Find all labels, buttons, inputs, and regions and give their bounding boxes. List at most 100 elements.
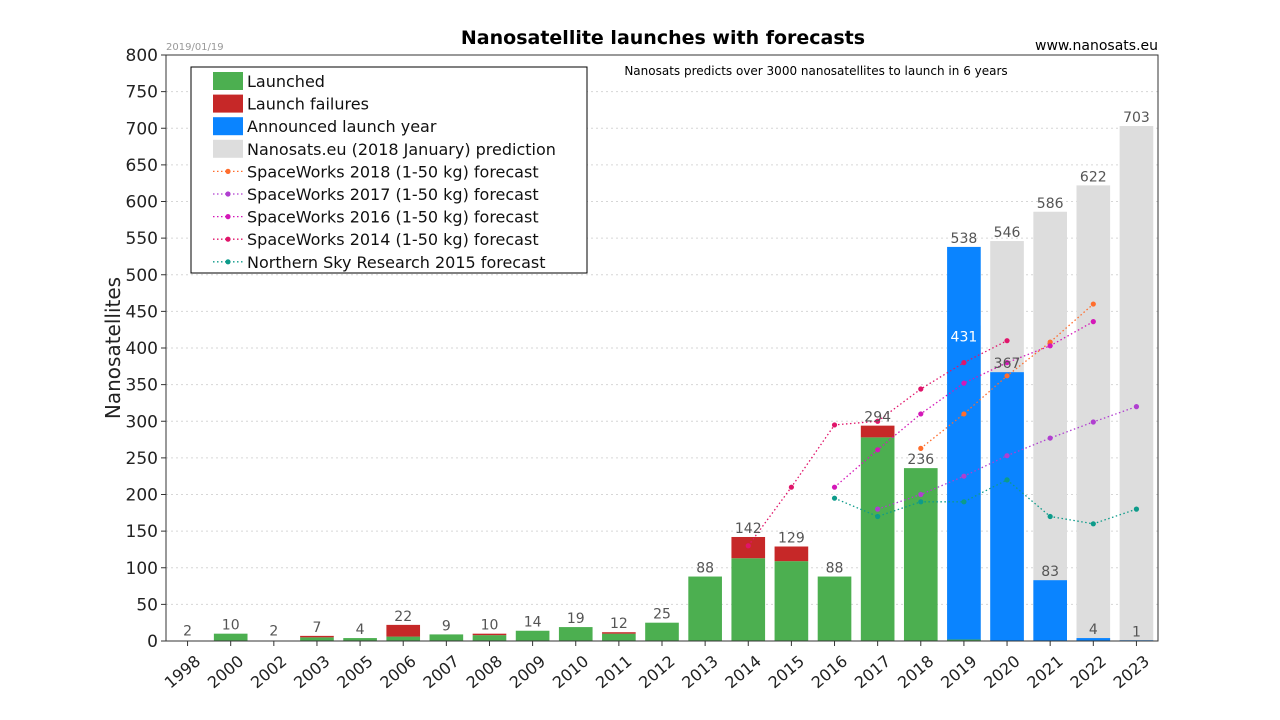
x-tick-label-2017: 2017 [851, 652, 894, 693]
data-label-2023-26: 703 [1123, 110, 1150, 126]
point-spaceworks-2016-1-50-kg-forecast-2022 [1090, 319, 1096, 325]
legend-swatch-marker-spaceworks-2018-1-50-kg-forecast [225, 168, 231, 174]
legend-label-northern-sky-research-2015-forecast: Northern Sky Research 2015 forecast [247, 253, 546, 272]
y-tick-label-50: 50 [136, 595, 158, 615]
data-label-2014-13: 142 [735, 521, 762, 537]
legend-label-spaceworks-2017-1-50-kg-forecast: SpaceWorks 2017 (1-50 kg) forecast [247, 185, 539, 204]
data-label-2019-19: 431 [951, 329, 978, 345]
chart-title: Nanosatellite launches with forecasts [461, 27, 865, 49]
line-northern-sky-research-2015-forecast [834, 479, 1137, 525]
legend-label-nanosats-eu-2018-january-prediction: Nanosats.eu (2018 January) prediction [247, 140, 556, 159]
data-label-2016-15: 88 [826, 561, 844, 577]
x-tick-label-2006: 2006 [376, 652, 419, 693]
data-label-2009-8: 14 [524, 615, 542, 631]
y-tick-label-700: 700 [126, 119, 158, 139]
point-spaceworks-2018-1-50-kg-forecast-2020 [1004, 373, 1010, 379]
point-northern-sky-research-2015-forecast-2019 [961, 499, 967, 505]
data-label-2005-4: 4 [356, 622, 365, 638]
y-tick-label-500: 500 [126, 266, 158, 286]
chart-source: www.nanosats.eu [1035, 38, 1158, 54]
data-label-2003-3: 7 [312, 620, 321, 636]
data-label-2015-14: 129 [778, 531, 805, 547]
y-tick-label-550: 550 [126, 229, 158, 249]
legend-frame [190, 66, 588, 274]
point-spaceworks-2018-1-50-kg-forecast-2018 [918, 445, 924, 451]
y-tick-label-400: 400 [126, 339, 158, 359]
point-spaceworks-2017-1-50-kg-forecast-2023 [1133, 404, 1140, 410]
data-label-2002-2: 2 [269, 624, 278, 640]
legend-item-spaceworks-2017-1-50-kg-forecast: SpaceWorks 2017 (1-50 kg) forecast [213, 185, 539, 204]
data-label-2023-27: 1 [1132, 624, 1141, 640]
legend-swatch-announced-launch-year [213, 117, 243, 136]
legend-label-announced-launch-year: Announced launch year [247, 117, 437, 136]
x-tick-label-2023: 2023 [1110, 652, 1153, 693]
bar-launched-2013 [688, 576, 722, 641]
x-tick-label-2009: 2009 [506, 652, 549, 693]
data-label-2018-17: 236 [907, 452, 934, 468]
point-northern-sky-research-2015-forecast-2021 [1047, 513, 1053, 520]
legend-swatch-launch-failures [213, 94, 243, 113]
point-spaceworks-2016-1-50-kg-forecast-2020 [1004, 360, 1010, 366]
series-spaceworks-2014-1-50-kg-forecast [745, 338, 1010, 549]
series-spaceworks-2018-1-50-kg-forecast [918, 301, 1096, 451]
y-tick-label-800: 800 [126, 46, 158, 66]
y-tick-label-150: 150 [126, 522, 158, 542]
y-tick-label-300: 300 [126, 412, 158, 432]
point-spaceworks-2016-1-50-kg-forecast-2021 [1047, 343, 1053, 349]
y-tick-label-250: 250 [126, 449, 158, 469]
x-tick-label-2019: 2019 [937, 652, 980, 693]
data-label-2008-7: 10 [481, 618, 499, 634]
bars [213, 126, 1154, 642]
x-axis: 1998 2000 2002 2003 2005 2006 2007 2008 2009 2010… [161, 641, 1153, 692]
point-spaceworks-2014-1-50-kg-forecast-2020 [1004, 338, 1010, 344]
bar-launched-2014 [731, 558, 766, 641]
data-label-2017-16: 294 [864, 410, 891, 426]
bar-launched-2000 [213, 633, 248, 641]
data-label-1998-0: 2 [183, 624, 192, 640]
point-spaceworks-2014-1-50-kg-forecast-2014 [745, 543, 751, 549]
data-label-2020-20: 546 [994, 225, 1021, 241]
forecast-lines [745, 301, 1140, 549]
x-tick-label-2021: 2021 [1023, 652, 1066, 693]
point-spaceworks-2016-1-50-kg-forecast-2019 [961, 380, 967, 386]
legend-item-spaceworks-2014-1-50-kg-forecast: SpaceWorks 2014 (1-50 kg) forecast [213, 230, 539, 249]
data-label-2000-1: 10 [222, 618, 240, 634]
y-axis-label: Nanosatellites [101, 277, 125, 419]
data-label-2011-10: 12 [610, 616, 628, 632]
point-northern-sky-research-2015-forecast-2022 [1090, 521, 1096, 527]
data-label-2010-9: 19 [567, 611, 585, 627]
x-tick-label-2014: 2014 [721, 652, 764, 693]
data-label-2021-22: 586 [1037, 196, 1064, 212]
y-tick-label-650: 650 [126, 156, 158, 176]
bar-launched-2008 [472, 635, 507, 641]
point-spaceworks-2017-1-50-kg-forecast-2022 [1090, 419, 1096, 425]
legend-item-northern-sky-research-2015-forecast: Northern Sky Research 2015 forecast [213, 253, 546, 272]
legend-item-spaceworks-2016-1-50-kg-forecast: SpaceWorks 2016 (1-50 kg) forecast [213, 208, 539, 227]
bar-launch-failures-2006 [386, 624, 421, 637]
x-tick-label-2020: 2020 [980, 652, 1023, 693]
y-tick-label-750: 750 [126, 83, 158, 103]
bar-launch-failures-2011 [602, 632, 636, 634]
bar-announced-launch-year-2022 [1076, 638, 1111, 641]
point-spaceworks-2016-1-50-kg-forecast-2017 [875, 447, 881, 453]
x-tick-label-2013: 2013 [678, 652, 721, 693]
bar-launch-failures-2015 [774, 546, 809, 562]
legend-swatch-marker-spaceworks-2016-1-50-kg-forecast [225, 214, 231, 220]
legend-item-announced-launch-year: Announced launch year [213, 117, 437, 136]
x-tick-label-2003: 2003 [290, 652, 333, 693]
x-tick-label-2012: 2012 [635, 652, 678, 693]
y-tick-label-100: 100 [126, 559, 158, 579]
x-tick-label-2011: 2011 [592, 652, 635, 693]
bar-launched-2010 [558, 627, 593, 641]
bar-launched-2016 [817, 576, 852, 641]
point-spaceworks-2014-1-50-kg-forecast-2016 [831, 422, 838, 428]
point-spaceworks-2014-1-50-kg-forecast-2018 [918, 386, 924, 392]
chart-date: 2019/01/19 [166, 42, 224, 53]
legend-label-launch-failures: Launch failures [247, 95, 369, 114]
x-tick-label-2007: 2007 [420, 652, 463, 693]
point-spaceworks-2018-1-50-kg-forecast-2019 [961, 411, 967, 417]
data-label-2019-18: 538 [951, 231, 978, 247]
point-spaceworks-2017-1-50-kg-forecast-2020 [1004, 453, 1010, 459]
legend-item-nanosats-eu-2018-january-prediction: Nanosats.eu (2018 January) prediction [213, 139, 556, 159]
point-northern-sky-research-2015-forecast-2016 [831, 495, 838, 501]
